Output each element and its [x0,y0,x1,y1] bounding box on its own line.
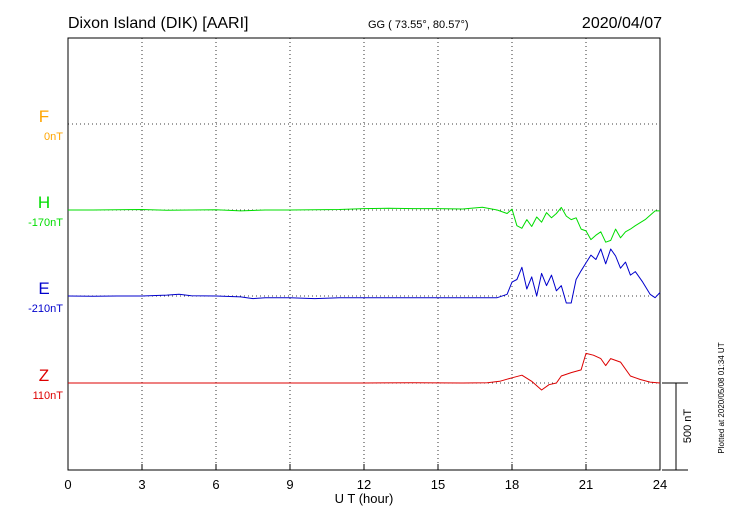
series-baseline-z: 110nT [33,390,64,402]
chart-date: 2020/04/07 [582,15,662,32]
scale-bar-label: 500 nT [682,409,694,444]
x-tick-label: 12 [357,477,371,492]
x-tick-label: 9 [286,477,293,492]
plot-timestamp-note: Plotted at 2020/05/08 01:34 UT [717,342,726,453]
x-tick-label: 15 [431,477,445,492]
station-coordinates: GG ( 73.55°, 80.57°) [368,19,469,31]
series-name-e: E [38,279,49,298]
series-lines [67,206,661,391]
x-tick-label: 6 [212,477,219,492]
series-baseline-f: 0nT [44,131,63,143]
x-tick-label: 3 [138,477,145,492]
x-tick-label: 24 [653,477,667,492]
x-tick-label: 21 [579,477,593,492]
vertical-gridlines [141,38,587,470]
series-baseline-h: -170nT [28,217,63,229]
x-tick-label: 18 [505,477,519,492]
chart-title: Dixon Island (DIK) [AARI] [68,15,249,32]
x-axis-label: U T (hour) [335,491,394,506]
series-name-z: Z [39,366,49,385]
series-name-h: H [38,193,50,212]
series-line-h [68,206,660,243]
x-axis-ticks: 0 3 6 9 12 15 18 21 24 [64,464,667,492]
series-line-z [68,352,661,391]
series-baseline-e: -210nT [28,303,63,315]
series-name-f: F [39,107,49,126]
series-labels: F 0nT H -170nT E -210nT Z 110nT [28,107,63,402]
series-line-e [67,248,661,304]
x-tick-label: 0 [64,477,71,492]
scale-bar: 500 nT [662,382,694,471]
